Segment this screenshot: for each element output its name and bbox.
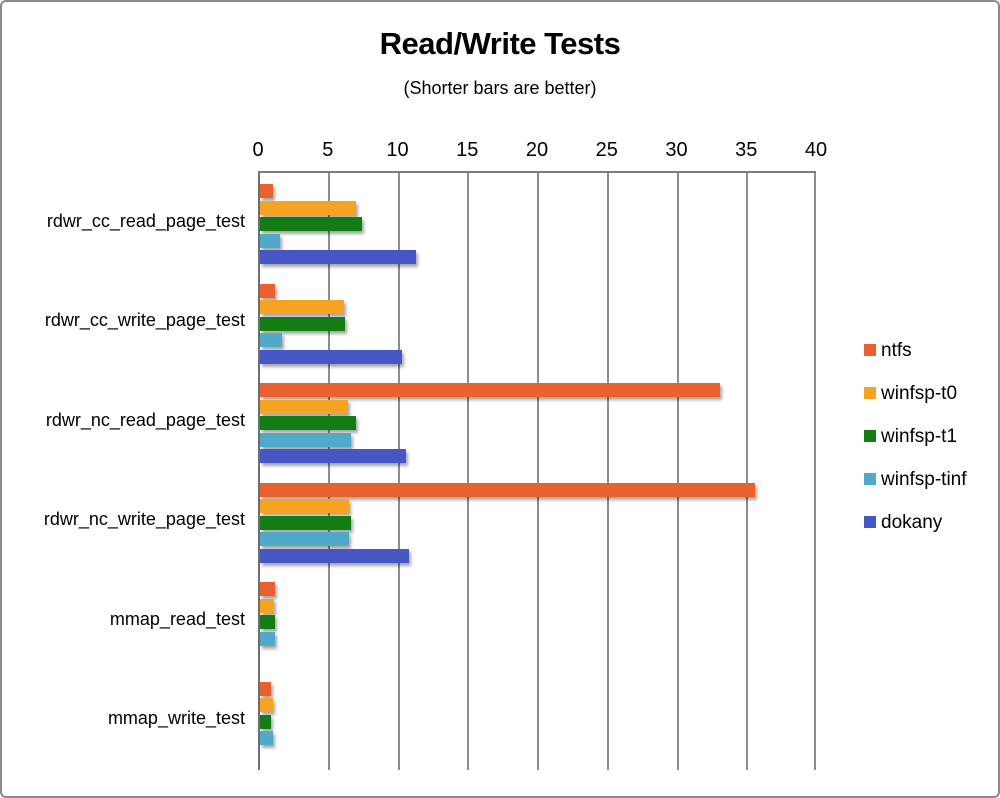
x-tick-label-20: 20 xyxy=(525,139,549,161)
x-tick-label-30: 30 xyxy=(665,139,688,161)
bar-ntfs-mmap_write_test xyxy=(260,682,271,696)
legend-label: winfsp-t0 xyxy=(881,383,958,404)
bar-ntfs-rdwr_cc_read_page_test xyxy=(260,184,273,198)
bar-dokany-rdwr_cc_read_page_test xyxy=(260,250,416,264)
bar-winfsp-t0-rdwr_nc_write_page_test xyxy=(260,499,349,513)
legend-swatch-icon xyxy=(864,387,876,399)
legend-swatch-icon xyxy=(864,430,876,442)
legend-item-winfsp-tinf: winfsp-tinf xyxy=(864,470,967,490)
bar-winfsp-t1-rdwr_nc_write_page_test xyxy=(260,516,351,530)
bar-winfsp-t0-mmap_write_test xyxy=(260,698,273,712)
x-tick-label-10: 10 xyxy=(386,139,409,161)
legend-label: ntfs xyxy=(881,340,912,361)
y-axis-line xyxy=(258,173,260,770)
category-label-rdwr_cc_read_page_test: rdwr_cc_read_page_test xyxy=(46,211,245,231)
x-tick-label-5: 5 xyxy=(322,139,334,161)
chart-subtitle: (Shorter bars are better) xyxy=(403,78,597,98)
x-tick-label-35: 35 xyxy=(735,139,758,161)
bar-winfsp-t0-mmap_read_test xyxy=(260,599,274,613)
category-label-rdwr_cc_write_page_test: rdwr_cc_write_page_test xyxy=(44,310,245,330)
x-tick-label-0: 0 xyxy=(252,139,264,161)
bar-dokany-rdwr_nc_write_page_test xyxy=(260,549,409,563)
category-label-mmap_write_test: mmap_write_test xyxy=(107,708,245,728)
legend-item-winfsp-t1: winfsp-t1 xyxy=(864,427,967,447)
plot-area xyxy=(258,171,816,770)
bar-winfsp-tinf-rdwr_nc_read_page_test xyxy=(260,433,351,447)
gridline-x-15 xyxy=(467,173,469,770)
bar-dokany-rdwr_cc_write_page_test xyxy=(260,350,402,364)
category-label-rdwr_nc_read_page_test: rdwr_nc_read_page_test xyxy=(45,410,245,430)
bar-ntfs-rdwr_cc_write_page_test xyxy=(260,284,275,298)
bar-winfsp-t1-rdwr_cc_write_page_test xyxy=(260,317,345,331)
bar-winfsp-t0-rdwr_cc_read_page_test xyxy=(260,201,356,215)
legend-swatch-icon xyxy=(864,473,876,485)
bar-winfsp-t1-mmap_write_test xyxy=(260,715,271,729)
bar-winfsp-tinf-mmap_write_test xyxy=(260,731,273,745)
bar-ntfs-mmap_read_test xyxy=(260,582,275,596)
gridline-x-30 xyxy=(677,173,679,770)
legend-item-winfsp-t0: winfsp-t0 xyxy=(864,384,967,404)
legend: ntfs winfsp-t0 winfsp-t1 winfsp-tinf dokany xyxy=(864,341,967,556)
bar-winfsp-tinf-rdwr_cc_read_page_test xyxy=(260,234,280,248)
chart-title: Read/Write Tests xyxy=(379,26,621,61)
gridline-x-40 xyxy=(814,173,816,770)
bar-winfsp-t1-rdwr_nc_read_page_test xyxy=(260,416,356,430)
x-tick-label-15: 15 xyxy=(456,139,479,161)
category-label-rdwr_nc_write_page_test: rdwr_nc_write_page_test xyxy=(43,509,245,529)
legend-item-dokany: dokany xyxy=(864,513,967,533)
gridline-x-35 xyxy=(746,173,748,770)
bar-winfsp-tinf-mmap_read_test xyxy=(260,632,275,646)
bar-winfsp-tinf-rdwr_cc_write_page_test xyxy=(260,333,282,347)
bar-ntfs-rdwr_nc_read_page_test xyxy=(260,383,720,397)
gridline-x-25 xyxy=(607,173,609,770)
bar-winfsp-t1-rdwr_cc_read_page_test xyxy=(260,217,362,231)
legend-swatch-icon xyxy=(864,344,876,356)
bar-ntfs-rdwr_nc_write_page_test xyxy=(260,483,755,497)
category-label-mmap_read_test: mmap_read_test xyxy=(109,609,245,629)
bar-dokany-rdwr_nc_read_page_test xyxy=(260,449,406,463)
gridline-x-20 xyxy=(537,173,539,770)
legend-label: winfsp-tinf xyxy=(881,469,967,490)
gridline-x-5 xyxy=(328,173,330,770)
bar-winfsp-tinf-rdwr_nc_write_page_test xyxy=(260,532,349,546)
legend-item-ntfs: ntfs xyxy=(864,341,967,361)
gridline-x-10 xyxy=(398,173,400,770)
legend-label: dokany xyxy=(881,512,943,533)
bar-winfsp-t1-mmap_read_test xyxy=(260,615,275,629)
bar-winfsp-t0-rdwr_cc_write_page_test xyxy=(260,300,344,314)
x-tick-label-40: 40 xyxy=(804,139,828,161)
bar-winfsp-t0-rdwr_nc_read_page_test xyxy=(260,400,348,414)
legend-swatch-icon xyxy=(864,516,876,528)
x-tick-label-25: 25 xyxy=(595,139,618,161)
legend-label: winfsp-t1 xyxy=(881,426,958,447)
